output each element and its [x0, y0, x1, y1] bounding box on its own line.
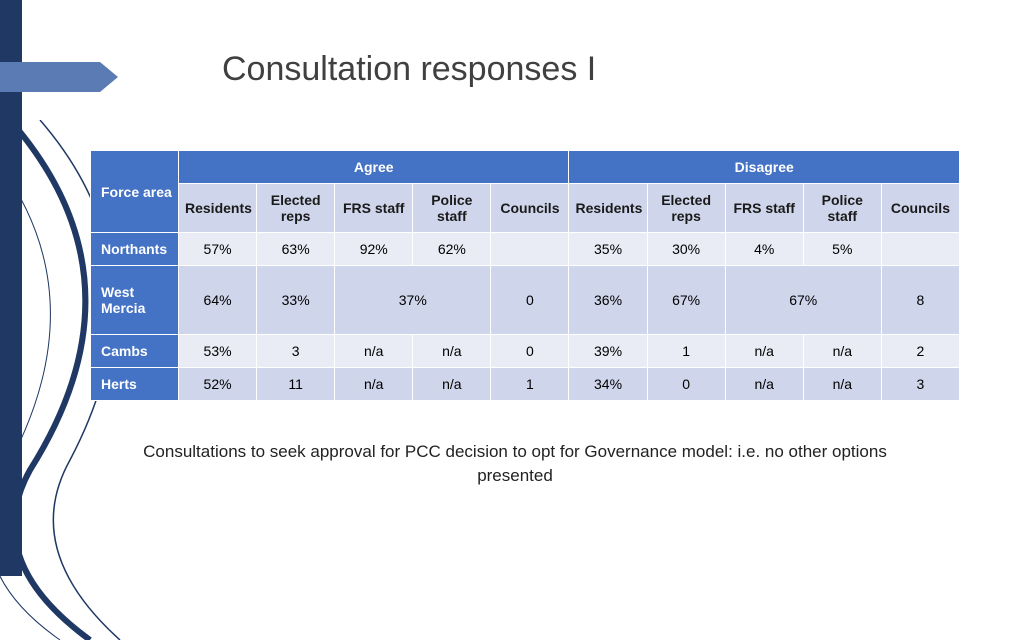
cell: n/a [803, 335, 881, 368]
cell: 37% [335, 266, 491, 335]
cell: 67% [647, 266, 725, 335]
col-force-area: Force area [91, 151, 179, 233]
cell: 36% [569, 266, 647, 335]
cell: 92% [335, 233, 413, 266]
cell: 30% [647, 233, 725, 266]
cell: 4% [725, 233, 803, 266]
row-name: Northants [91, 233, 179, 266]
cell: 35% [569, 233, 647, 266]
cell: 11 [257, 368, 335, 401]
cell: 8 [881, 266, 959, 335]
cell [491, 233, 569, 266]
cell: n/a [335, 368, 413, 401]
cell: n/a [335, 335, 413, 368]
cell: 0 [491, 266, 569, 335]
cell: 0 [491, 335, 569, 368]
cell: 34% [569, 368, 647, 401]
cell: 57% [179, 233, 257, 266]
cell: 53% [179, 335, 257, 368]
cell: 62% [413, 233, 491, 266]
consultation-table: Force area Agree Disagree Residents Elec… [90, 150, 960, 401]
col-disagree-elected: Elected reps [647, 184, 725, 233]
col-agree-residents: Residents [179, 184, 257, 233]
cell: 1 [491, 368, 569, 401]
slide-title: Consultation responses I [222, 50, 596, 89]
table-row: Cambs 53% 3 n/a n/a 0 39% 1 n/a n/a 2 [91, 335, 960, 368]
caption-text: Consultations to seek approval for PCC d… [130, 440, 900, 488]
group-disagree: Disagree [569, 151, 960, 184]
row-name: Cambs [91, 335, 179, 368]
table-row: Herts 52% 11 n/a n/a 1 34% 0 n/a n/a 3 [91, 368, 960, 401]
cell: 0 [647, 368, 725, 401]
col-agree-police: Police staff [413, 184, 491, 233]
cell: 64% [179, 266, 257, 335]
cell: n/a [803, 368, 881, 401]
cell: 1 [647, 335, 725, 368]
cell: 52% [179, 368, 257, 401]
col-disagree-councils: Councils [881, 184, 959, 233]
row-name: Herts [91, 368, 179, 401]
cell: n/a [725, 335, 803, 368]
cell: 39% [569, 335, 647, 368]
table-row: Northants 57% 63% 92% 62% 35% 30% 4% 5% [91, 233, 960, 266]
col-disagree-frs: FRS staff [725, 184, 803, 233]
cell: n/a [413, 335, 491, 368]
cell: 2 [881, 335, 959, 368]
cell: n/a [725, 368, 803, 401]
col-disagree-residents: Residents [569, 184, 647, 233]
table-row: West Mercia 64% 33% 37% 0 36% 67% 67% 8 [91, 266, 960, 335]
cell: 63% [257, 233, 335, 266]
cell [881, 233, 959, 266]
cell: 3 [881, 368, 959, 401]
cell: 67% [725, 266, 881, 335]
row-name: West Mercia [91, 266, 179, 335]
col-agree-frs: FRS staff [335, 184, 413, 233]
cell: 5% [803, 233, 881, 266]
arrow-decoration [0, 62, 120, 92]
cell: 33% [257, 266, 335, 335]
cell: 3 [257, 335, 335, 368]
col-disagree-police: Police staff [803, 184, 881, 233]
group-agree: Agree [179, 151, 569, 184]
col-agree-elected: Elected reps [257, 184, 335, 233]
col-agree-councils: Councils [491, 184, 569, 233]
cell: n/a [413, 368, 491, 401]
